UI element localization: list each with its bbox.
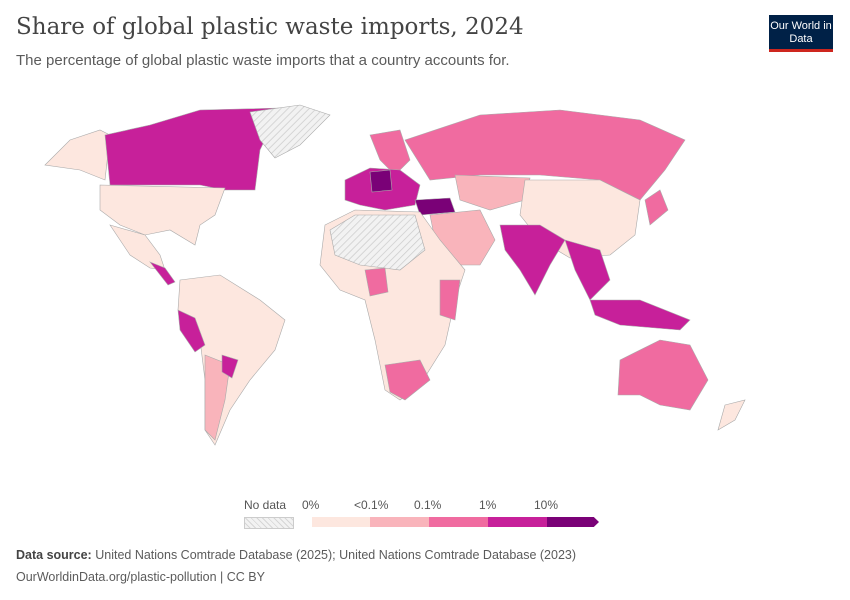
region-east-africa[interactable] xyxy=(439,279,461,321)
region-southeast-asia[interactable] xyxy=(564,239,611,301)
region-new-zealand[interactable] xyxy=(717,399,746,431)
region-turkey[interactable] xyxy=(414,197,456,216)
data-source: Data source: United Nations Comtrade Dat… xyxy=(16,548,577,562)
region-greenland[interactable] xyxy=(249,104,331,159)
legend-bin-0[interactable] xyxy=(312,517,370,527)
region-paraguay[interactable] xyxy=(221,354,239,379)
region-peru[interactable] xyxy=(177,309,206,353)
legend-tick-4: 10% xyxy=(534,498,559,512)
legend-tick-3: 1% xyxy=(479,498,497,512)
region-indonesia[interactable] xyxy=(589,299,691,331)
region-southern-africa[interactable] xyxy=(384,359,431,401)
legend-bin-2[interactable] xyxy=(429,517,488,527)
region-sahara[interactable] xyxy=(329,214,426,271)
region-usa[interactable] xyxy=(99,184,226,246)
legend-no-data-swatch[interactable] xyxy=(244,517,294,529)
region-central-asia[interactable] xyxy=(454,174,531,211)
source-url[interactable]: OurWorldinData.org/plastic-pollution | C… xyxy=(16,570,265,584)
legend-no-data-label: No data xyxy=(244,498,287,512)
legend-bin-4[interactable] xyxy=(547,517,599,527)
region-alaska[interactable] xyxy=(44,129,111,181)
region-germany[interactable] xyxy=(369,169,393,193)
region-canada[interactable] xyxy=(104,107,281,191)
chart-title: Share of global plastic waste imports, 2… xyxy=(16,14,524,40)
owid-logo[interactable]: Our World in Data xyxy=(769,15,833,52)
legend-tick-2: 0.1% xyxy=(414,498,442,512)
region-nigeria[interactable] xyxy=(364,267,389,297)
chart-subtitle: The percentage of global plastic waste i… xyxy=(16,52,510,69)
legend-bin-1[interactable] xyxy=(370,517,429,527)
legend-bin-3[interactable] xyxy=(488,517,547,527)
world-map[interactable] xyxy=(0,95,850,485)
legend-tick-1: <0.1% xyxy=(354,498,389,512)
region-india[interactable] xyxy=(499,224,566,296)
region-australia[interactable] xyxy=(617,339,709,411)
legend-tick-0: 0% xyxy=(302,498,320,512)
region-europe-north[interactable] xyxy=(369,129,411,176)
region-japan[interactable] xyxy=(644,189,669,226)
region-central-america[interactable] xyxy=(149,261,176,286)
